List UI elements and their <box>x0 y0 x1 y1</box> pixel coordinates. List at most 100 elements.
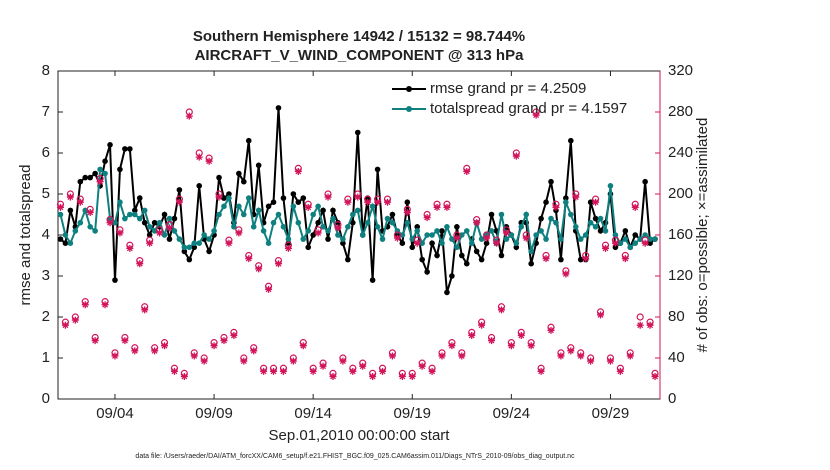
point <box>350 211 356 218</box>
y2-tick-label: 200 <box>668 185 693 202</box>
point <box>309 367 317 375</box>
point <box>369 203 376 210</box>
point <box>612 244 619 251</box>
point <box>345 224 351 230</box>
point <box>537 367 545 375</box>
point <box>642 178 648 185</box>
point <box>156 219 163 226</box>
y-tick-label: 5 <box>42 185 50 202</box>
point <box>97 166 103 173</box>
point <box>641 239 649 247</box>
point <box>77 219 84 226</box>
point <box>444 224 450 230</box>
point <box>57 236 64 242</box>
point <box>62 232 69 238</box>
y2-tick-label: 280 <box>668 103 693 120</box>
point <box>127 146 133 152</box>
y2-tick-label: 240 <box>668 144 693 161</box>
point <box>226 195 232 201</box>
point <box>389 211 396 218</box>
point <box>240 357 248 365</box>
point <box>468 331 476 339</box>
point <box>553 219 559 226</box>
point <box>274 260 282 268</box>
point <box>364 219 371 226</box>
point <box>497 306 505 314</box>
point <box>77 178 84 185</box>
point <box>547 326 555 334</box>
point <box>393 234 401 242</box>
point <box>221 203 227 210</box>
point <box>389 219 396 226</box>
point <box>136 195 143 201</box>
point <box>304 203 312 211</box>
x-tick-label: 09/14 <box>294 405 332 422</box>
point <box>384 215 391 222</box>
point <box>622 228 629 234</box>
y-tick-label: 2 <box>42 308 50 325</box>
point <box>473 248 480 255</box>
point <box>652 236 658 242</box>
point <box>181 248 188 255</box>
point <box>57 211 64 218</box>
point <box>423 214 431 222</box>
point <box>577 352 585 360</box>
point <box>275 105 282 111</box>
point <box>196 240 203 246</box>
point <box>572 224 579 230</box>
point <box>344 198 352 206</box>
point <box>329 372 337 380</box>
point <box>235 229 243 237</box>
point <box>627 244 634 251</box>
point <box>330 215 336 222</box>
chart-subtitle: AIRCRAFT_V_WIND_COMPONENT @ 313 hPa <box>195 47 525 64</box>
point <box>315 219 321 226</box>
legend-marker <box>406 86 412 92</box>
point <box>280 195 287 201</box>
point <box>186 244 193 251</box>
point <box>449 273 455 279</box>
point <box>642 232 648 238</box>
point <box>299 342 307 350</box>
point <box>424 269 430 275</box>
point <box>507 342 515 350</box>
point <box>449 236 455 242</box>
point <box>616 367 624 375</box>
point <box>558 236 564 242</box>
point <box>439 228 445 234</box>
point <box>403 208 411 216</box>
point <box>279 367 287 375</box>
point <box>127 211 133 218</box>
point <box>141 207 148 214</box>
point <box>582 255 590 263</box>
point <box>548 215 554 222</box>
point <box>563 195 569 201</box>
point <box>250 347 258 355</box>
point <box>527 342 535 350</box>
point <box>488 211 495 218</box>
point <box>522 234 530 242</box>
point <box>350 219 356 226</box>
point <box>146 232 153 238</box>
point <box>463 228 470 234</box>
point <box>607 183 614 189</box>
point <box>185 112 193 120</box>
point <box>91 337 99 345</box>
point <box>230 331 238 339</box>
point <box>310 211 316 218</box>
point <box>201 232 207 238</box>
y-tick-label: 6 <box>42 144 50 161</box>
point <box>319 362 327 370</box>
y-tick-label: 7 <box>42 103 50 120</box>
point <box>434 228 440 234</box>
point <box>92 170 98 177</box>
point <box>359 362 367 370</box>
point <box>354 129 361 136</box>
point <box>448 342 456 350</box>
point <box>577 236 584 242</box>
point <box>205 157 213 165</box>
point <box>146 224 153 230</box>
point <box>597 228 604 234</box>
point <box>255 207 262 214</box>
point <box>111 352 119 360</box>
